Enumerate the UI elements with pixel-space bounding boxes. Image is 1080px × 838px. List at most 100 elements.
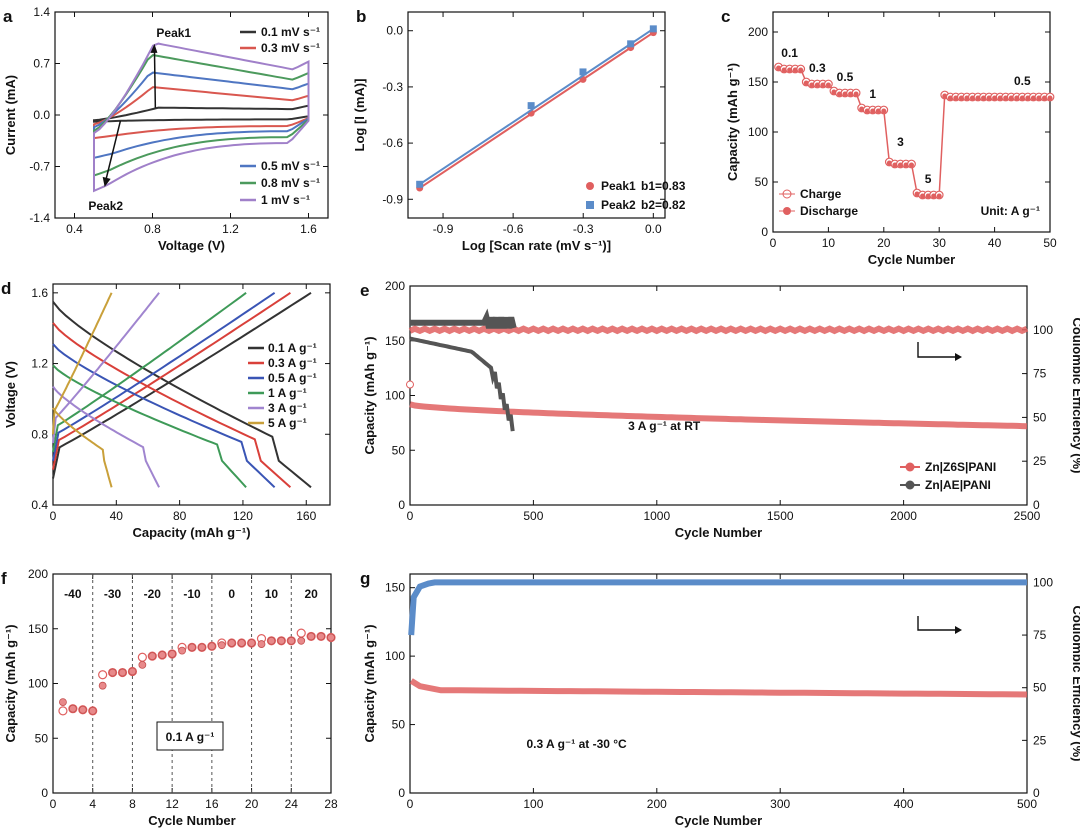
legend-entry: 0.8 mV s⁻¹ — [261, 176, 320, 190]
y-tick-label: 0.0 — [33, 108, 50, 122]
ce-axis-arrowhead — [955, 353, 962, 361]
x-axis-label: Capacity (mAh g⁻¹) — [132, 525, 250, 540]
y2-tick-label: 75 — [1033, 628, 1047, 642]
panel-label: e — [360, 281, 369, 300]
y2-tick-label: 100 — [1033, 323, 1053, 337]
y-axis-label: Current (mA) — [3, 75, 18, 155]
discharge-point — [78, 705, 87, 714]
x-tick-label: 10 — [822, 236, 836, 250]
x-tick-label: 0 — [407, 797, 414, 811]
temperature-label: -10 — [183, 587, 201, 601]
rate-label: 5 — [925, 172, 932, 186]
y-tick-label: 100 — [748, 125, 768, 139]
y-axis-label: Capacity (mAh g⁻¹) — [362, 624, 377, 742]
discharge-point — [118, 668, 127, 677]
y-tick-label: 50 — [755, 175, 769, 189]
discharge-curve — [52, 322, 292, 489]
y-tick-label: 0 — [761, 225, 768, 239]
x-tick-label: 30 — [933, 236, 947, 250]
discharge-point — [307, 632, 316, 641]
peak1-arrowhead — [150, 43, 158, 53]
y-tick-label: -0.9 — [382, 192, 403, 206]
x-tick-label: 120 — [233, 509, 253, 523]
legend-entry: Zn|AE|PANI — [925, 478, 991, 492]
axes-frame — [409, 573, 1028, 794]
x-tick-label: 0.0 — [645, 222, 662, 236]
legend-entry: 0.3 A g⁻¹ — [268, 356, 317, 370]
fit-line — [419, 28, 654, 186]
x-axis-label: Cycle Number — [148, 813, 235, 828]
x-tick-label: 20 — [877, 236, 891, 250]
x-tick-label: 2000 — [890, 509, 917, 523]
rate-label: 1 — [869, 87, 876, 101]
ce-axis-arrow — [917, 342, 955, 358]
y-tick-label: 0.7 — [33, 57, 50, 71]
x-tick-label: 0.8 — [144, 222, 161, 236]
y-tick-label: 200 — [748, 25, 768, 39]
discharge-point — [148, 652, 157, 661]
discharge-curve — [52, 385, 160, 488]
slope-label: b1=0.83 — [641, 179, 686, 193]
x-tick-label: -0.6 — [503, 222, 524, 236]
rate-label: 0.5 — [1014, 74, 1031, 88]
x-tick-label: 0.4 — [66, 222, 83, 236]
panel-label: d — [1, 279, 11, 298]
x-tick-label: 0 — [50, 797, 57, 811]
discharge-point — [198, 643, 206, 652]
discharge-point — [178, 646, 186, 655]
discharge-point — [297, 636, 306, 645]
peak1-arrow — [153, 48, 157, 108]
data-point — [416, 180, 424, 188]
discharge-point — [247, 639, 256, 647]
discharge-point — [59, 698, 67, 707]
panel-b: -0.9 -0.6 -0.3 0.0 -0.9 -0.6 -0.3 0.0 Log [Scan … — [352, 7, 686, 253]
charge-curve — [52, 291, 312, 479]
x-tick-label: 160 — [296, 509, 316, 523]
capacity-series — [409, 336, 515, 432]
discharge-point — [853, 91, 859, 97]
legend-entry: 0.1 mV s⁻¹ — [261, 25, 320, 39]
y-tick-label: 100 — [385, 649, 405, 663]
y2-tick-label: 0 — [1033, 786, 1040, 800]
x-tick-label: 12 — [165, 797, 179, 811]
x-axis-label: Cycle Number — [675, 525, 762, 540]
x-tick-label: 40 — [988, 236, 1002, 250]
y2-tick-label: 0 — [1033, 498, 1040, 512]
condition-label: 3 A g⁻¹ at RT — [628, 419, 701, 433]
temperature-label: -30 — [104, 587, 122, 601]
condition-label: 0.1 A g⁻¹ — [166, 730, 215, 744]
y-tick-label: 100 — [28, 677, 48, 691]
x-tick-label: 1.6 — [300, 222, 317, 236]
x-tick-label: 300 — [770, 797, 790, 811]
legend-entry: 5 A g⁻¹ — [268, 416, 307, 430]
y-tick-label: 100 — [385, 389, 405, 403]
discharge-point — [88, 706, 97, 715]
y-axis-label: Log [I (mA)] — [352, 79, 367, 152]
discharge-point — [267, 636, 276, 645]
legend-entry: Charge — [800, 187, 842, 201]
capacity-series — [409, 678, 1028, 698]
temperature-label: -40 — [64, 587, 82, 601]
x-tick-label: 80 — [173, 509, 187, 523]
legend-entry: 0.3 mV s⁻¹ — [261, 41, 320, 55]
y-tick-label: 150 — [385, 334, 405, 348]
y-tick-label: -0.7 — [29, 160, 50, 174]
peak1-label: Peak1 — [156, 26, 191, 40]
x-axis-label: Cycle Number — [868, 252, 955, 267]
x-tick-label: 40 — [110, 509, 124, 523]
ce-series — [410, 308, 517, 329]
x-tick-label: 1.2 — [222, 222, 239, 236]
y-tick-label: 0.4 — [31, 498, 48, 512]
ce-axis-arrow — [917, 616, 955, 631]
y2-tick-label: 50 — [1033, 681, 1047, 695]
discharge-point — [1047, 95, 1053, 101]
ce-series — [408, 579, 1027, 636]
discharge-point — [327, 633, 335, 642]
discharge-point — [798, 67, 804, 73]
x-tick-label: 4 — [89, 797, 96, 811]
x-axis-label: Log [Scan rate (mV s⁻¹)] — [462, 238, 611, 253]
x-tick-label: 0 — [407, 509, 414, 523]
